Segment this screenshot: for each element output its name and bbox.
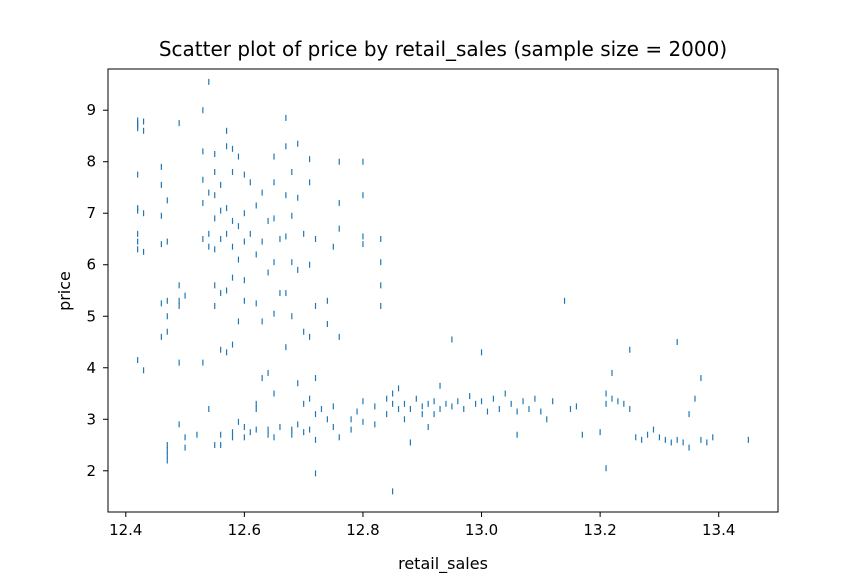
points-layer bbox=[137, 78, 749, 495]
y-tick-label: 9 bbox=[86, 101, 96, 119]
x-axis-ticks: 12.4 12.6 12.8 13.0 13.2 13.4 bbox=[109, 512, 735, 539]
y-tick-label: 4 bbox=[86, 359, 96, 377]
y-axis-ticks: 2 3 4 5 6 7 8 9 bbox=[86, 101, 108, 480]
y-tick-label: 7 bbox=[86, 204, 96, 222]
y-axis-label: price bbox=[55, 271, 74, 311]
y-tick-label: 6 bbox=[86, 256, 96, 274]
x-tick-label: 12.6 bbox=[228, 521, 261, 539]
x-tick-label: 13.0 bbox=[465, 521, 498, 539]
chart-title: Scatter plot of price by retail_sales (s… bbox=[159, 37, 727, 61]
x-tick-label: 12.4 bbox=[109, 521, 142, 539]
y-tick-label: 5 bbox=[86, 307, 96, 325]
x-tick-label: 13.2 bbox=[583, 521, 616, 539]
y-tick-label: 8 bbox=[86, 153, 96, 171]
x-tick-label: 12.8 bbox=[346, 521, 379, 539]
x-tick-label: 13.4 bbox=[702, 521, 735, 539]
y-tick-label: 2 bbox=[86, 462, 96, 480]
y-tick-label: 3 bbox=[86, 410, 96, 428]
plot-frame bbox=[107, 68, 779, 513]
x-axis-label: retail_sales bbox=[398, 554, 488, 574]
